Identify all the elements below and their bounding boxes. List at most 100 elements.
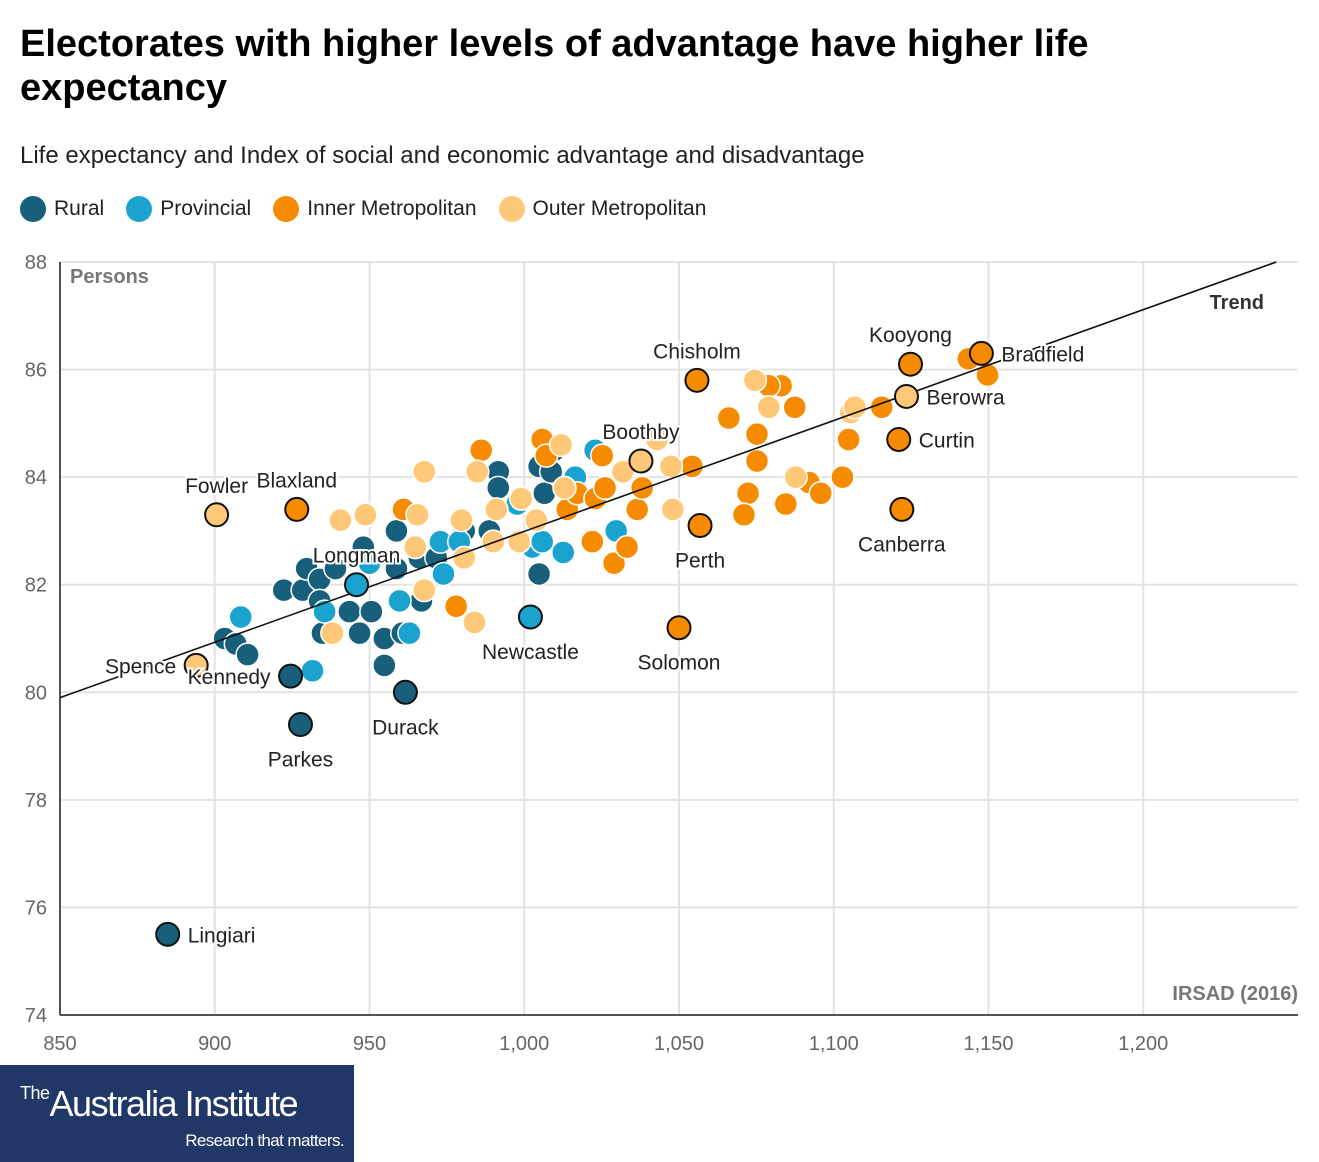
legend-label: Inner Metropolitan bbox=[307, 197, 477, 220]
y-tick-label: 74 bbox=[25, 1005, 47, 1027]
data-point-outer-metropolitan bbox=[783, 464, 808, 490]
data-point-provincial bbox=[550, 540, 576, 565]
y-tick-label: 82 bbox=[25, 575, 47, 597]
data-point-inner-metropolitan bbox=[744, 448, 770, 474]
annotated-point-durack bbox=[392, 679, 418, 705]
data-point-inner-metropolitan bbox=[735, 481, 761, 506]
data-point-outer-metropolitan bbox=[610, 459, 636, 485]
point-label-spence: Spence bbox=[105, 655, 176, 678]
data-point-rural bbox=[347, 620, 372, 646]
point-label-curtin: Curtin bbox=[919, 429, 975, 452]
point-label-chisholm: Chisholm bbox=[653, 340, 741, 363]
data-point-inner-metropolitan bbox=[744, 421, 770, 447]
data-point-outer-metropolitan bbox=[756, 394, 782, 420]
legend-item-rural: Rural bbox=[20, 196, 104, 222]
data-point-provincial bbox=[312, 599, 337, 624]
annotated-point-solomon bbox=[666, 615, 692, 641]
point-label-longman: Longman bbox=[313, 545, 401, 568]
data-point-inner-metropolitan bbox=[601, 550, 627, 576]
legend-label: Outer Metropolitan bbox=[532, 197, 707, 220]
annotated-point-spence bbox=[183, 652, 209, 678]
point-label-berowra: Berowra bbox=[926, 386, 1005, 409]
legend-swatch-provincial bbox=[126, 196, 153, 222]
data-point-outer-metropolitan bbox=[462, 610, 487, 635]
data-point-provincial bbox=[397, 620, 422, 646]
data-point-outer-metropolitan bbox=[508, 486, 534, 511]
data-point-rural bbox=[235, 642, 260, 667]
annotated-point-lingiari bbox=[155, 921, 181, 947]
data-point-provincial bbox=[387, 588, 412, 614]
data-point-inner-metropolitan bbox=[592, 475, 618, 501]
y-tick-label: 78 bbox=[25, 790, 47, 812]
data-point-provincial bbox=[431, 561, 456, 587]
chart-subtitle: Life expectancy and Index of social and … bbox=[20, 142, 865, 169]
legend-item-provincial: Provincial bbox=[126, 196, 251, 222]
legend-label: Provincial bbox=[160, 197, 252, 220]
data-point-inner-metropolitan bbox=[443, 593, 469, 619]
x-tick-label: 1,100 bbox=[809, 1033, 859, 1055]
point-label-durack: Durack bbox=[372, 716, 439, 739]
data-point-outer-metropolitan bbox=[644, 427, 670, 452]
chart-title: Electorates with higher levels of advant… bbox=[20, 23, 1089, 109]
data-point-outer-metropolitan bbox=[464, 459, 490, 485]
data-point-outer-metropolitan bbox=[353, 502, 378, 528]
y-axis-label: Persons bbox=[70, 266, 149, 288]
data-point-inner-metropolitan bbox=[836, 427, 861, 452]
annotated-point-perth bbox=[687, 513, 713, 539]
annotated-point-newcastle bbox=[517, 604, 543, 630]
legend-item-inner-metropolitan: Inner Metropolitan bbox=[273, 196, 477, 222]
data-point-inner-metropolitan bbox=[614, 534, 640, 560]
data-point-inner-metropolitan bbox=[830, 464, 855, 490]
data-point-outer-metropolitan bbox=[412, 577, 437, 603]
point-label-fowler: Fowler bbox=[185, 475, 248, 498]
legend-swatch-rural bbox=[20, 196, 46, 222]
y-tick-label: 86 bbox=[25, 360, 47, 382]
point-label-canberra: Canberra bbox=[858, 533, 946, 556]
data-point-inner-metropolitan bbox=[580, 529, 605, 554]
australia-institute-logo: TheAustralia Institute Research that mat… bbox=[0, 1065, 354, 1162]
data-point-outer-metropolitan bbox=[742, 368, 768, 393]
data-point-inner-metropolitan bbox=[808, 481, 834, 506]
annotated-point-parkes bbox=[287, 712, 313, 738]
data-point-provincial bbox=[357, 550, 382, 576]
y-tick-label: 88 bbox=[25, 252, 47, 274]
data-point-rural bbox=[372, 653, 397, 678]
data-point-provincial bbox=[300, 658, 325, 684]
data-point-inner-metropolitan bbox=[782, 394, 808, 420]
data-point-rural bbox=[526, 561, 552, 587]
legend: Rural Provincial Inner Metropolitan Oute… bbox=[20, 196, 706, 222]
annotated-point-longman bbox=[344, 572, 370, 598]
annotated-point-bradfield bbox=[968, 340, 994, 366]
data-point-rural bbox=[359, 599, 384, 624]
annotated-point-curtin bbox=[886, 426, 912, 452]
x-tick-label: 1,050 bbox=[654, 1033, 704, 1055]
data-point-outer-metropolitan bbox=[403, 534, 428, 560]
logo-wordmark: TheAustralia Institute bbox=[20, 1083, 299, 1124]
data-point-outer-metropolitan bbox=[552, 475, 577, 501]
legend-item-outer-metropolitan: Outer Metropolitan bbox=[498, 196, 707, 222]
data-point-outer-metropolitan bbox=[658, 454, 684, 479]
data-point-outer-metropolitan bbox=[412, 459, 437, 485]
data-point-inner-metropolitan bbox=[869, 394, 894, 420]
point-label-blaxland: Blaxland bbox=[256, 469, 337, 492]
point-label-kooyong: Kooyong bbox=[869, 324, 952, 347]
legend-label: Rural bbox=[54, 197, 105, 220]
data-point-outer-metropolitan bbox=[405, 502, 430, 528]
data-point-inner-metropolitan bbox=[773, 491, 799, 517]
data-point-rural bbox=[384, 518, 409, 544]
data-point-inner-metropolitan bbox=[716, 405, 742, 431]
annotated-point-canberra bbox=[889, 496, 915, 522]
data-point-rural bbox=[337, 599, 362, 624]
annotated-point-kennedy bbox=[278, 663, 304, 689]
y-tick-label: 80 bbox=[25, 682, 47, 704]
legend-swatch-inner-metropolitan bbox=[273, 196, 300, 222]
annotated-point-berowra bbox=[893, 383, 919, 409]
annotated-point-boothby bbox=[628, 448, 654, 474]
data-point-outer-metropolitan bbox=[320, 620, 345, 646]
data-point-rural bbox=[532, 481, 557, 506]
point-label-kennedy: Kennedy bbox=[188, 666, 271, 689]
trend-label: Trend bbox=[1210, 292, 1264, 314]
x-tick-label: 1,200 bbox=[1118, 1033, 1168, 1055]
x-tick-label: 850 bbox=[43, 1033, 76, 1055]
